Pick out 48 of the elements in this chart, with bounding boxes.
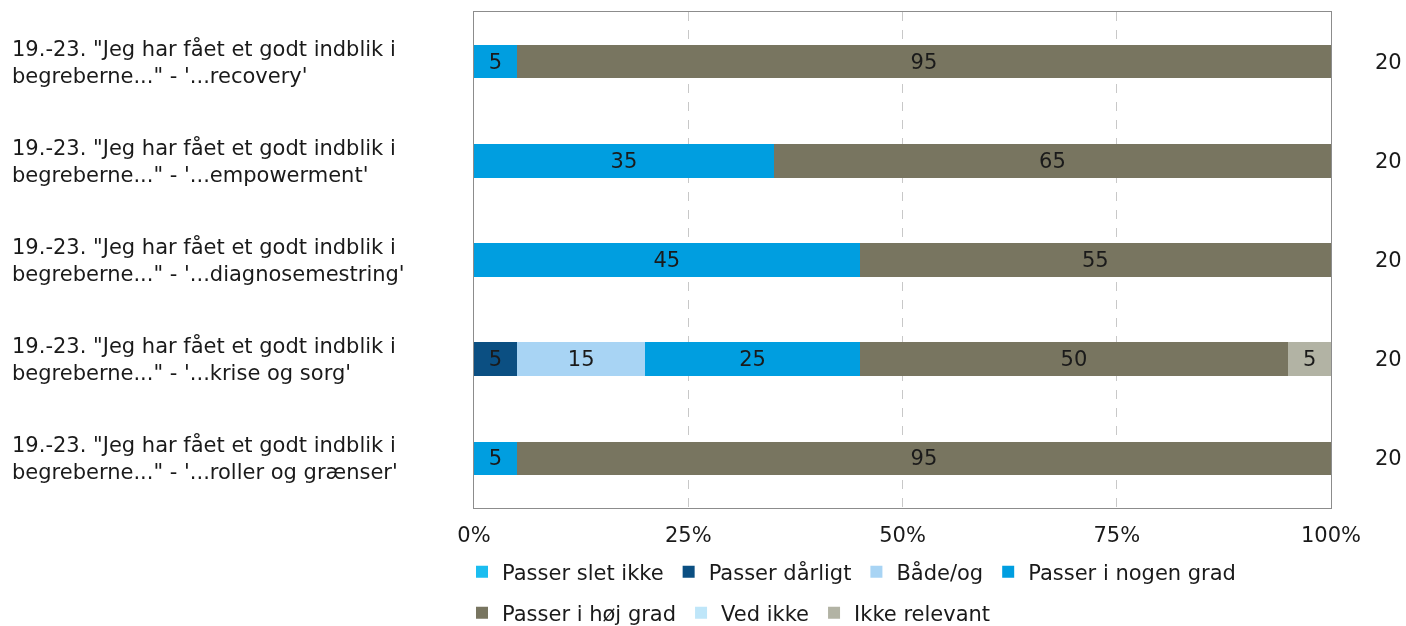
data-label: 35 [610,148,638,173]
bar [773,143,1331,178]
text: 20 [1375,50,1402,74]
legend-label: Passer i høj grad [502,601,677,626]
data-label: 45 [653,248,681,272]
data-label: 65 [1039,148,1066,173]
x-tick-label: 50% [879,523,926,548]
bar [474,44,517,79]
y-tick-label: 19.-23. "Jeg har fået et godt indblik i begreberne..." - '...recovery' [12,36,396,89]
bar [859,342,1289,377]
text: 20 [1375,149,1402,173]
y-tick-label: 19.-23. "Jeg har fået et godt indblik i begreberne..." - '...roller og grænser' [12,432,398,485]
data-label: 55 [1081,248,1109,272]
y-tick-label: 19.-23. "Jeg har fået et godt indblik i begreberne..." - '...diagnosemestring' [12,234,405,287]
legend-label: Både/og [896,559,984,585]
legend-label: Passer i nogen grad [1028,560,1236,585]
bar [1288,342,1331,377]
x-tick-label: 25% [664,523,712,548]
legend-label: Ikke relevant [854,601,991,626]
bar [474,143,774,178]
legend-label: Passer slet ikke [502,560,664,585]
bar [516,44,1331,79]
data-label: 15 [567,347,595,372]
data-label: 5 [1302,347,1317,372]
legend-label: Passer dårligt [708,559,852,585]
x-tick-label: 75% [1093,523,1141,548]
x-tick-label: 0% [457,523,491,548]
text: 20 [1375,347,1402,371]
text: 20 [1375,446,1402,470]
bar [474,441,517,476]
y-tick-label: 19.-23. "Jeg har fået et godt indblik i begreberne..." - '...empowerment' [12,135,396,188]
data-label: 5 [488,347,503,372]
data-label: 95 [910,49,938,74]
x-tick-label: 100% [1300,523,1362,548]
data-label: 5 [488,446,503,471]
legend-label: Ved ikke [721,601,810,626]
bar [474,243,860,277]
text: 20 [1375,248,1402,272]
y-tick-label: 19.-23. "Jeg har fået et godt indblik i begreberne..." - '...krise og sorg' [12,333,396,386]
data-label: 50 [1060,347,1088,372]
data-label: 25 [739,347,766,372]
data-label: 5 [488,49,503,74]
bar [474,342,517,377]
bar [516,441,1331,476]
bar [516,342,646,377]
bar [859,243,1331,277]
bar [645,342,860,377]
data-label: 95 [910,446,938,471]
